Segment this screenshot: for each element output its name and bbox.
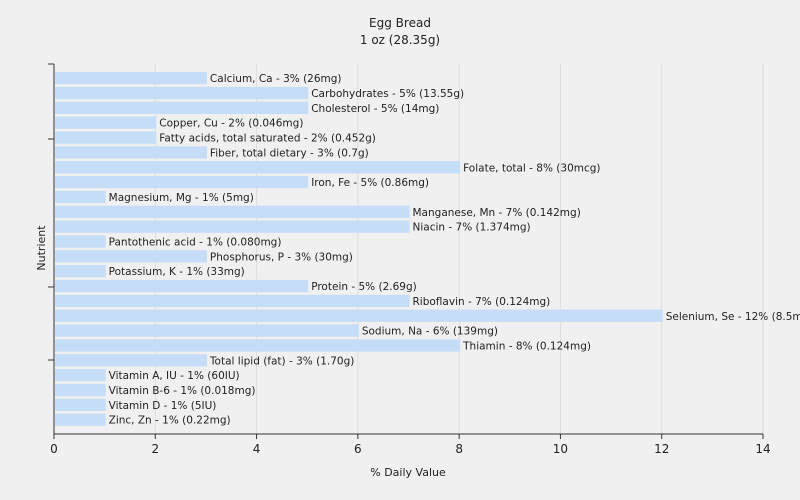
- bar-label: Vitamin B-6 - 1% (0.018mg): [109, 385, 256, 397]
- bar: [55, 413, 106, 426]
- x-tick-label: 4: [253, 442, 261, 456]
- bar-label: Carbohydrates - 5% (13.55g): [311, 88, 464, 100]
- axes: [48, 63, 763, 435]
- bar: [55, 383, 106, 397]
- bar-label: Zinc, Zn - 1% (0.22mg): [109, 415, 231, 427]
- bar-label: Sodium, Na - 6% (139mg): [362, 326, 498, 338]
- bar-label: Potassium, K - 1% (33mg): [109, 266, 245, 278]
- bar-label: Selenium, Se - 12% (8.5mcg): [666, 311, 800, 323]
- bar-label: Folate, total - 8% (30mcg): [463, 162, 600, 174]
- x-tick-label: 8: [455, 442, 463, 456]
- x-axis-title: % Daily Value: [370, 466, 446, 479]
- bar-label: Thiamin - 8% (0.124mg): [462, 340, 591, 352]
- bar: [55, 279, 309, 293]
- bar: [55, 398, 106, 411]
- chart-subtitle: 1 oz (28.35g): [360, 33, 440, 47]
- y-axis-title: Nutrient: [35, 225, 48, 271]
- bars: Calcium, Ca - 3% (26mg) Carbohydrates - 5…: [55, 72, 800, 427]
- bar-label: Niacin - 7% (1.374mg): [413, 222, 531, 234]
- bar: [55, 235, 106, 248]
- x-tick-label: 14: [755, 442, 770, 456]
- bar: [55, 220, 410, 233]
- bar-label: Iron, Fe - 5% (0.86mg): [311, 177, 429, 189]
- bar: [55, 190, 106, 204]
- x-tick-label: 2: [151, 442, 159, 456]
- bar: [55, 309, 663, 322]
- bar: [55, 86, 309, 100]
- bar: [55, 250, 207, 263]
- bar: [55, 205, 410, 218]
- x-tick-label: 6: [354, 442, 362, 456]
- bar-label: Magnesium, Mg - 1% (5mg): [109, 192, 254, 204]
- bar-label: Total lipid (fat) - 3% (1.70g): [209, 355, 354, 367]
- chart-title: Egg Bread: [369, 16, 431, 30]
- bar: [55, 101, 309, 114]
- bar-label: Cholesterol - 5% (14mg): [311, 103, 439, 115]
- bar: [55, 72, 207, 85]
- bar: [55, 175, 309, 189]
- x-tick-label: 10: [553, 442, 568, 456]
- gridlines: [154, 64, 764, 434]
- bar-label: Fatty acids, total saturated - 2% (0.452…: [159, 133, 376, 145]
- bar-label: Manganese, Mn - 7% (0.142mg): [413, 207, 581, 219]
- bar: [55, 339, 461, 352]
- bar: [55, 369, 106, 382]
- bar: [55, 354, 207, 367]
- bar: [55, 146, 207, 159]
- x-tick-label: 12: [654, 442, 669, 456]
- bar-label: Vitamin D - 1% (5IU): [109, 400, 217, 412]
- bar: [55, 265, 106, 278]
- x-tick-label: 0: [50, 442, 58, 456]
- bar: [55, 116, 157, 129]
- bar-label: Copper, Cu - 2% (0.046mg): [159, 118, 303, 130]
- bar: [55, 161, 461, 174]
- bar: [55, 294, 410, 308]
- bar-label: Phosphorus, P - 3% (30mg): [210, 251, 353, 263]
- x-ticks: 0 2 4 6 8 10 12 14: [50, 434, 771, 456]
- bar-label: Pantothenic acid - 1% (0.080mg): [109, 237, 282, 249]
- bar-label: Calcium, Ca - 3% (26mg): [210, 73, 342, 85]
- bar: [55, 324, 359, 337]
- bar-label: Riboflavin - 7% (0.124mg): [413, 296, 551, 308]
- bar-label: Vitamin A, IU - 1% (60IU): [109, 370, 240, 382]
- bar-label: Fiber, total dietary - 3% (0.7g): [210, 147, 369, 159]
- bar: [55, 131, 157, 144]
- bar-label: Protein - 5% (2.69g): [311, 281, 417, 293]
